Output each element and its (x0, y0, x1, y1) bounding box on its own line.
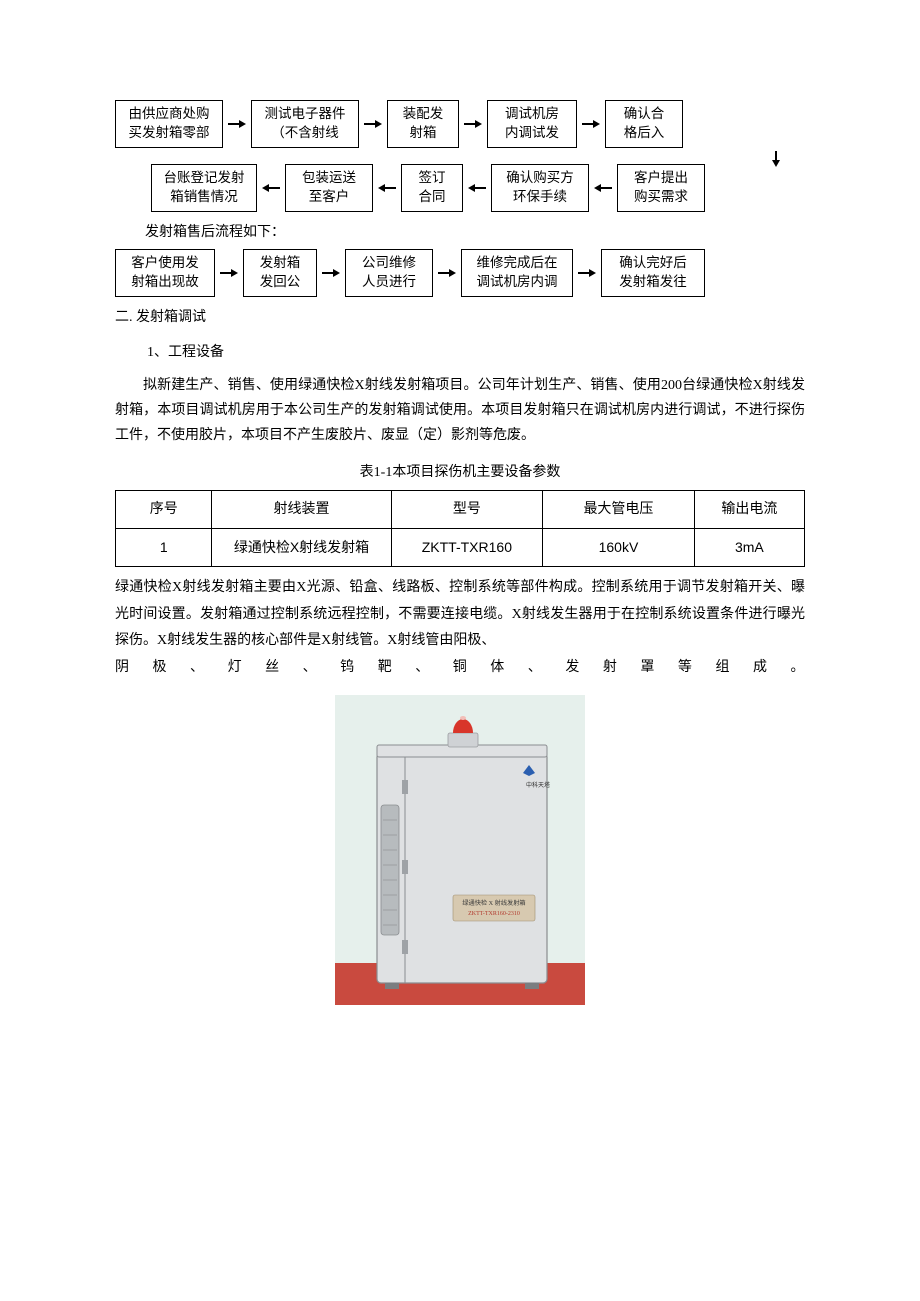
flow-box: 台账登记发射箱销售情况 (151, 164, 257, 212)
label-plate (453, 895, 535, 921)
hinge (402, 780, 408, 794)
table-caption: 表1-1本项目探伤机主要设备参数 (115, 460, 805, 485)
flow-box: 由供应商处购买发射箱零部 (115, 100, 223, 148)
td: 160kV (543, 528, 695, 566)
arrow-right-icon (219, 266, 239, 280)
arrow-right-icon (581, 117, 601, 131)
arrow-left-icon (261, 181, 281, 195)
foot (525, 983, 539, 989)
hinge (402, 860, 408, 874)
device-figure: 中科天塔 绿通快检 X 射线发射箱 ZKTT-TXR160-2310 (115, 695, 805, 1005)
paragraph-1: 拟新建生产、销售、使用绿通快检X射线发射箱项目。公司年计划生产、销售、使用200… (115, 373, 805, 449)
hinge (402, 940, 408, 954)
th: 最大管电压 (543, 490, 695, 528)
th: 射线装置 (212, 490, 391, 528)
arrow-left-icon (467, 181, 487, 195)
flow-box: 确认完好后发射箱发往 (601, 249, 705, 297)
flowchart-aftersale: 客户使用发射箱出现故 发射箱发回公 公司维修人员进行 维修完成后在调试机房内调 … (115, 249, 805, 297)
flow-box: 维修完成后在调试机房内调 (461, 249, 573, 297)
td: ZKTT-TXR160 (391, 528, 543, 566)
flow-row-1: 由供应商处购买发射箱零部 测试电子器件（不含射线 装配发射箱 调试机房内调试发 … (115, 100, 805, 148)
table-header-row: 序号 射线装置 型号 最大管电压 输出电流 (116, 490, 805, 528)
arrow-right-icon (463, 117, 483, 131)
label-line1: 绿通快检 X 射线发射箱 (462, 899, 525, 907)
vent-panel (381, 805, 399, 935)
td: 1 (116, 528, 212, 566)
flowchart-production: 由供应商处购买发射箱零部 测试电子器件（不含射线 装配发射箱 调试机房内调试发 … (115, 100, 805, 212)
foot (385, 983, 399, 989)
flow-box: 客户提出购买需求 (617, 164, 705, 212)
arrow-right-icon (437, 266, 457, 280)
arrow-left-icon (593, 181, 613, 195)
flow-box: 调试机房内调试发 (487, 100, 577, 148)
siren-base (448, 733, 478, 747)
flow-box: 发射箱发回公 (243, 249, 317, 297)
arrow-right-icon (321, 266, 341, 280)
arrow-left-icon (377, 181, 397, 195)
flow-row-2: 台账登记发射箱销售情况 包装运送至客户 签订合同 确认购买方环保手续 客户提出购… (115, 164, 805, 212)
svg-text:中科天塔: 中科天塔 (526, 781, 550, 789)
arrow-right-icon (363, 117, 383, 131)
paragraph-2: 绿通快检X射线发射箱主要由X光源、铅盒、线路板、控制系统等部件构成。控制系统用于… (115, 575, 805, 655)
flow-row-3: 客户使用发射箱出现故 发射箱发回公 公司维修人员进行 维修完成后在调试机房内调 … (115, 249, 805, 297)
arrow-right-icon (227, 117, 247, 131)
flow-box: 包装运送至客户 (285, 164, 373, 212)
flow-box: 客户使用发射箱出现故 (115, 249, 215, 297)
flow-box: 测试电子器件（不含射线 (251, 100, 359, 148)
flow-box: 装配发射箱 (387, 100, 459, 148)
td: 3mA (694, 528, 804, 566)
th: 序号 (116, 490, 212, 528)
flow-box: 公司维修人员进行 (345, 249, 433, 297)
flow-box: 签订合同 (401, 164, 463, 212)
th: 输出电流 (694, 490, 804, 528)
th: 型号 (391, 490, 543, 528)
spec-table: 序号 射线装置 型号 最大管电压 输出电流 1 绿通快检X射线发射箱 ZKTT-… (115, 490, 805, 567)
siren-highlight (460, 716, 466, 720)
flow-box: 确认合格后入 (605, 100, 683, 148)
label-line2: ZKTT-TXR160-2310 (468, 911, 520, 917)
aftersale-flow-label: 发射箱售后流程如下： (145, 220, 805, 245)
section-2-sub1: 1、工程设备 (147, 340, 805, 365)
flow-box: 确认购买方环保手续 (491, 164, 589, 212)
arrow-right-icon (577, 266, 597, 280)
paragraph-2b: 阴极、灯丝、钨靶、铜体、发射罩等组成。 (115, 655, 805, 682)
device-illustration: 中科天塔 绿通快检 X 射线发射箱 ZKTT-TXR160-2310 (335, 695, 585, 1005)
section-2-title: 二. 发射箱调试 (115, 305, 805, 330)
table-row: 1 绿通快检X射线发射箱 ZKTT-TXR160 160kV 3mA (116, 528, 805, 566)
arrow-down-icon (769, 150, 783, 168)
td: 绿通快检X射线发射箱 (212, 528, 391, 566)
arrow-down-row (115, 154, 805, 164)
